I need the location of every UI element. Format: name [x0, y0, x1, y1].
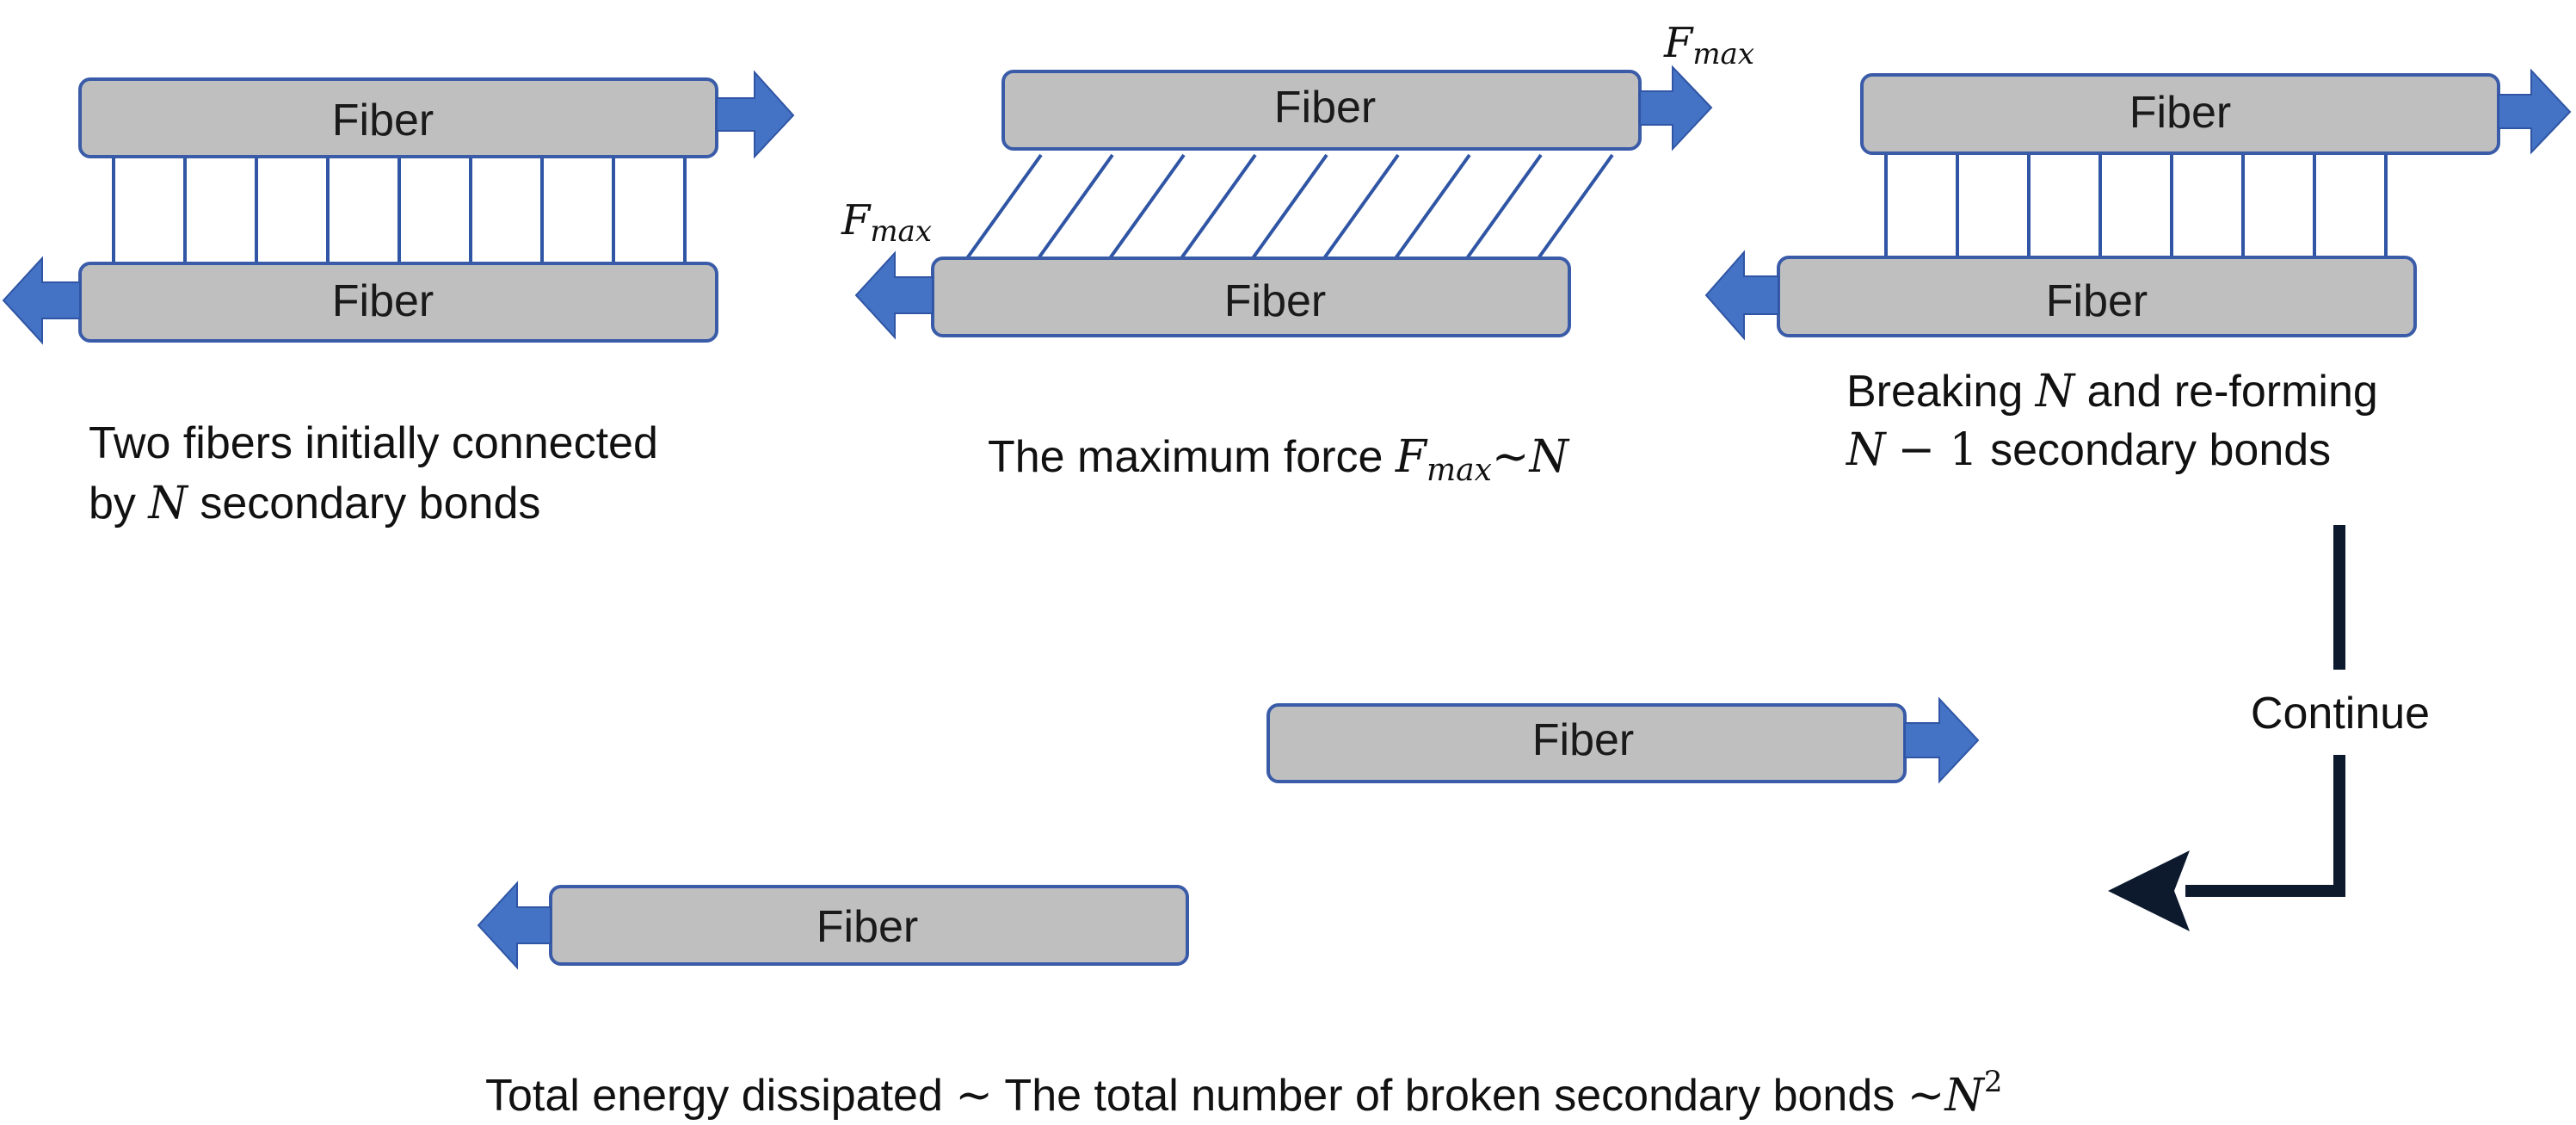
stretched-bond — [965, 153, 1043, 258]
total-energy-caption: Total energy dissipated ~ The total numb… — [485, 1065, 2002, 1122]
stretched-bond — [1394, 153, 1471, 258]
continue-label: Continue — [2251, 689, 2430, 739]
fiber-label: Fiber — [332, 96, 434, 145]
fiber-label: Fiber — [332, 276, 434, 326]
panel-1-bonds — [112, 157, 687, 263]
stretched-bond — [1465, 153, 1543, 258]
panel-3-caption-line-1: Breaking N and re-forming — [1846, 366, 2378, 417]
fiber-label: Fiber — [1532, 715, 1634, 765]
panel-1-caption: Two fibers initially connected — [89, 418, 658, 468]
caption-line: Two fibers initially connected — [89, 418, 658, 468]
stretched-bond — [1108, 153, 1186, 258]
left-pull-arrow-icon — [854, 250, 934, 340]
separated-bottom-fiber: Fiber — [477, 881, 1189, 970]
separated-fibers: Fiber Fiber — [477, 696, 1980, 970]
fiber-label: Fiber — [1224, 276, 1326, 326]
panel-1-top-fiber: Fiber — [78, 70, 795, 159]
right-pull-arrow-icon — [1639, 65, 1713, 151]
panel-2-maximum-force: Fiber Fmax Fiber Fmax The maximum force … — [841, 19, 1754, 488]
stretched-bond — [1322, 153, 1400, 258]
panel-3-bottom-fiber: Fiber — [1704, 250, 2417, 341]
panel-2-bonds — [965, 153, 1614, 258]
panel-2-bottom-fiber: Fiber Fmax — [841, 196, 1571, 340]
panel-1-initial-connection: Fiber Fiber Two fibers initially connect… — [2, 70, 795, 529]
panel-3-caption-line-2: N − 1 secondary bonds — [1845, 424, 2331, 476]
fmax-top-label: Fmax — [1663, 19, 1754, 71]
fiber-label: Fiber — [2129, 88, 2231, 138]
panel-2-top-fiber: Fiber Fmax — [1001, 19, 1754, 151]
stretched-bond — [1251, 153, 1328, 258]
flow-line-bottom — [2185, 755, 2345, 897]
left-pull-arrow-icon — [2, 256, 81, 345]
panel-3-breaking-reforming: Fiber Fiber Breaking N and re-forming N −… — [1704, 68, 2572, 476]
separated-top-fiber: Fiber — [1266, 696, 1980, 784]
right-pull-arrow-icon — [2498, 68, 2572, 155]
panel-3-top-fiber: Fiber — [1860, 68, 2572, 155]
fiber-label: Fiber — [817, 902, 918, 952]
fiber-label: Fiber — [1274, 83, 1376, 133]
left-pull-arrow-icon — [1704, 250, 1779, 341]
stretched-bond — [1537, 153, 1614, 258]
panel-1-bottom-fiber: Fiber — [2, 256, 718, 345]
fmax-bottom-label: Fmax — [841, 196, 932, 249]
right-pull-arrow-icon — [716, 70, 795, 159]
panel-2-caption: The maximum force Fmax~N — [988, 431, 1569, 488]
stretched-bond — [1180, 153, 1257, 258]
panel-1-caption-line-2: by N secondary bonds — [89, 478, 540, 529]
right-pull-arrow-icon — [1904, 696, 1980, 784]
left-pull-arrow-icon — [477, 881, 552, 970]
stretched-bond — [1037, 153, 1114, 258]
panel-3-bonds — [1884, 153, 2388, 257]
left-arrowhead-icon — [2108, 850, 2190, 931]
continue-flow-arrow: Continue — [2108, 525, 2430, 931]
fiber-label: Fiber — [2046, 276, 2148, 326]
